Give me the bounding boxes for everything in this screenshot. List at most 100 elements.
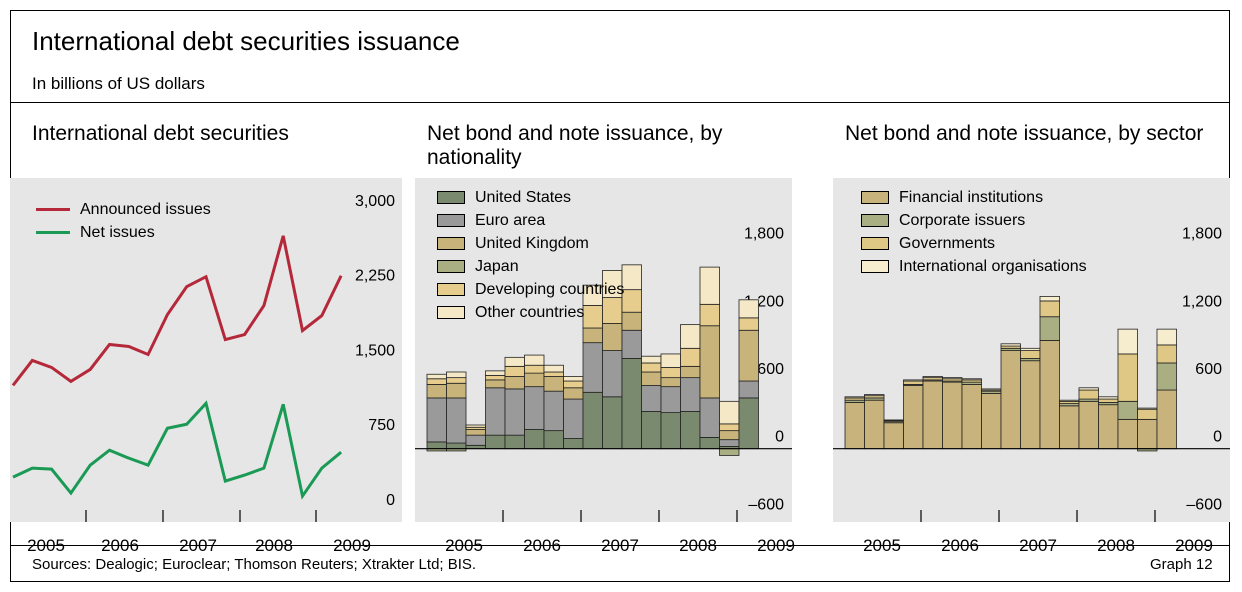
bar-segment (543, 390, 564, 432)
bar-segment (524, 429, 545, 450)
legend-label-united-kingdom: United Kingdom (475, 234, 589, 252)
bar-segment (1020, 350, 1041, 359)
legend-label-developing: Developing countries (475, 280, 625, 298)
p1-year-2005: 2005 (27, 536, 65, 555)
bar-segment (485, 387, 506, 436)
bar-segment (942, 377, 963, 380)
legend-label-financial: Financial institutions (899, 188, 1044, 206)
bar-segment (621, 329, 642, 359)
bar-segment (719, 448, 740, 456)
bar-segment (582, 342, 603, 393)
bar-segment (563, 380, 584, 389)
y-tick-label: 600 (1195, 361, 1222, 378)
legend-label-announced: Announced issues (80, 200, 211, 218)
legend-swatch-euro-area (437, 214, 465, 227)
y-tick-label: 2,250 (355, 268, 395, 285)
nationality-chart-panel: –600 0 600 1,200 1,800 United States Euro ar… (415, 178, 792, 522)
bar-segment (563, 398, 584, 439)
legend-swatch-japan (437, 260, 465, 273)
bar-segment (602, 396, 623, 450)
line-series-net (12, 400, 343, 500)
bar-segment (465, 429, 486, 436)
bar-segment (524, 354, 545, 366)
bar-segment (1117, 418, 1138, 450)
bar-segment (1039, 340, 1060, 450)
y-tick-label: 0 (1213, 429, 1222, 446)
bar-segment (641, 385, 662, 412)
bar-segment (1059, 405, 1080, 450)
bar-segment (621, 289, 642, 313)
bar-segment (1137, 408, 1158, 420)
p3-year-2009: 2009 (1175, 536, 1213, 555)
bar-segment (1039, 316, 1060, 341)
footer-divider (10, 545, 1230, 546)
p2-year-2007: 2007 (601, 536, 639, 555)
y-tick-label: –600 (748, 496, 784, 513)
legend-swatch-corporate (861, 214, 889, 227)
legend-label-other: Other countries (475, 303, 585, 321)
bar-segment (922, 376, 943, 379)
p1-year-2008: 2008 (255, 536, 293, 555)
bar-segment (1000, 343, 1021, 347)
bar-segment (1059, 399, 1080, 402)
bar-segment (543, 364, 564, 373)
sources-note: Sources: Dealogic; Euroclear; Thomson Re… (32, 556, 477, 573)
bar-segment (582, 327, 603, 344)
bar-segment (465, 424, 486, 428)
bar-segment (844, 396, 865, 399)
legend-item-united-kingdom: United Kingdom (437, 232, 624, 255)
bar-segment (485, 370, 506, 376)
y-tick-label: 3,000 (355, 193, 395, 210)
bar-segment (1156, 389, 1177, 450)
legend-item-net: Net issues (36, 221, 211, 244)
y-tick-label: 1,200 (1182, 293, 1222, 310)
bar-segment (621, 358, 642, 450)
line-chart-svg: 0 750 1,500 2,250 3,000 (10, 178, 402, 522)
sector-chart-svg: –600 0 600 1,200 1,800 (833, 178, 1230, 522)
legend-item-intl-orgs: International organisations (861, 255, 1087, 278)
bar-segment (543, 430, 564, 450)
y-tick-label: 0 (775, 429, 784, 446)
legend-item-announced: Announced issues (36, 198, 211, 221)
bar-segment (903, 380, 924, 385)
bar-segment (719, 430, 740, 441)
sector-legend: Financial institutions Corporate issuers… (861, 186, 1087, 278)
bar-segment (981, 388, 1002, 391)
legend-item-japan: Japan (437, 255, 624, 278)
legend-line-announced (36, 208, 70, 211)
nationality-legend: United States Euro area United Kingdom J… (437, 186, 624, 324)
bar-segment (738, 329, 759, 382)
legend-swatch-developing (437, 283, 465, 296)
bar-segment (504, 434, 525, 450)
bar-segment (1137, 418, 1158, 450)
bar-segment (446, 397, 467, 444)
bar-segment (621, 311, 642, 331)
legend-label-euro-area: Euro area (475, 211, 546, 229)
bar-segment (621, 264, 642, 291)
bar-segment (543, 371, 564, 377)
bar-segment (504, 356, 525, 367)
bar-segment (680, 411, 701, 450)
bar-segment (485, 374, 506, 381)
bar-segment (922, 380, 943, 450)
bar-segment (1098, 396, 1119, 400)
bar-segment (563, 387, 584, 400)
p3-year-2007: 2007 (1019, 536, 1057, 555)
title-divider (10, 102, 1230, 103)
y-tick-label: 1,500 (355, 342, 395, 359)
bar-segment (699, 325, 720, 399)
bar-segment (1020, 347, 1041, 351)
bar-segment (524, 372, 545, 388)
legend-swatch-intl-orgs (861, 260, 889, 273)
legend-item-financial: Financial institutions (861, 186, 1087, 209)
line-chart-panel: 0 750 1,500 2,250 3,000 Announced issues Net… (10, 178, 402, 522)
bar-segment (1156, 344, 1177, 364)
graph-subtitle: In billions of US dollars (32, 74, 205, 93)
bar-segment (582, 391, 603, 450)
bar-segment (738, 317, 759, 331)
plot-background (10, 178, 402, 522)
legend-item-other: Other countries (437, 301, 624, 324)
p1-year-2009: 2009 (333, 536, 371, 555)
bar-segment (1078, 387, 1099, 391)
